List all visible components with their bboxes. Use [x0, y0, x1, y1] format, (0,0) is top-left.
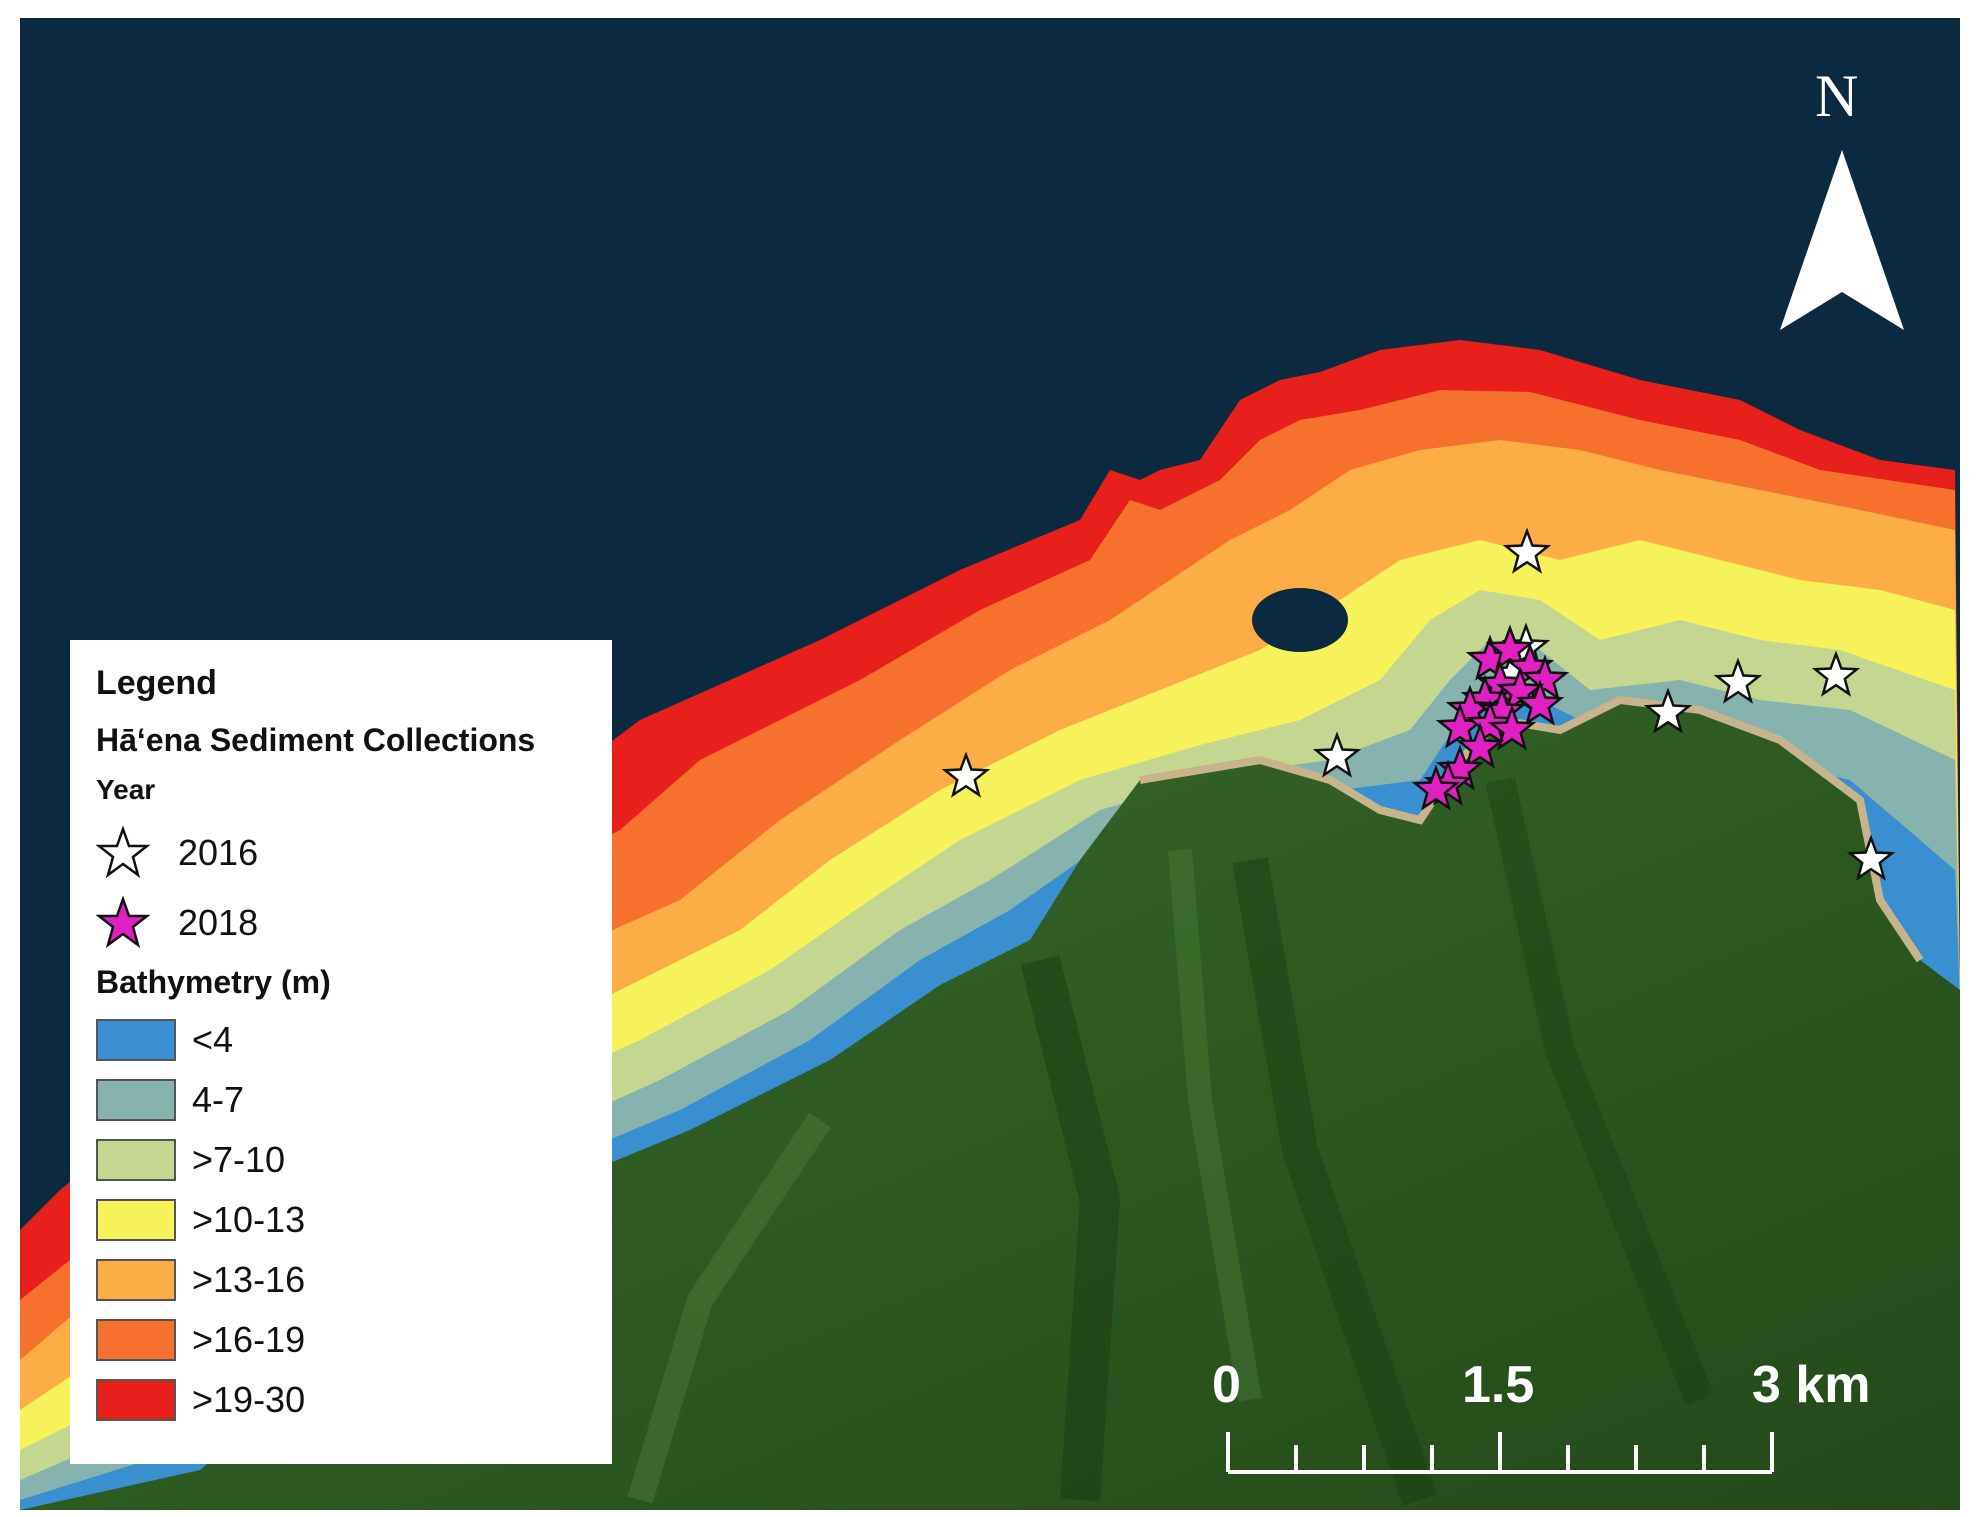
legend-class-row: 4-7 — [96, 1070, 612, 1130]
sample-star-2016 — [1502, 527, 1552, 574]
star-2018-icon — [96, 896, 150, 949]
ridge-1 — [1020, 955, 1121, 1502]
legend-year-label: Year — [96, 774, 156, 805]
ridge-3 — [1485, 776, 1714, 1406]
legend-class-row: >13-16 — [96, 1250, 612, 1310]
scale-label-end: 3 km — [1752, 1356, 1871, 1414]
star-2016-icon — [96, 826, 150, 879]
legend-year-2018-label: 2018 — [178, 902, 259, 943]
sample-star-2016 — [1312, 731, 1362, 778]
legend-subtitle: Hā‘ena Sediment Collections — [96, 722, 536, 758]
scale-label-mid: 1.5 — [1462, 1356, 1535, 1414]
ridge-5 — [1168, 849, 1262, 1402]
north-label: N — [1815, 63, 1859, 129]
sample-star-2016 — [1846, 834, 1896, 881]
sample-star-2018 — [1520, 654, 1570, 701]
legend-class-swatch — [96, 1199, 176, 1241]
legend-year-2018: 2018 — [96, 888, 612, 958]
legend-class-row: >10-13 — [96, 1190, 612, 1250]
legend-class-swatch — [96, 1019, 176, 1061]
ridge-4 — [627, 1112, 831, 1504]
stars-2018 — [1411, 624, 1570, 811]
legend-class-swatch — [96, 1259, 176, 1301]
sample-star-2018 — [1487, 704, 1537, 751]
legend-class-label: 4-7 — [192, 1079, 245, 1120]
sample-star-2016 — [1713, 657, 1763, 704]
ridge-2 — [1232, 856, 1438, 1506]
scale-bar — [1226, 1432, 1774, 1474]
legend-class-row: >7-10 — [96, 1130, 612, 1190]
legend-bathymetry-label: Bathymetry (m) — [96, 964, 331, 1000]
legend-class-label: >19-30 — [192, 1379, 306, 1420]
legend-class-row: >19-30 — [96, 1370, 612, 1430]
legend-class-swatch — [96, 1319, 176, 1361]
legend-class-label: >7-10 — [192, 1139, 286, 1180]
legend-class-swatch — [96, 1139, 176, 1181]
legend-year-2016: 2016 — [96, 818, 612, 888]
legend-class-label: >10-13 — [192, 1199, 306, 1240]
legend-year-2016-label: 2016 — [178, 832, 259, 873]
sample-star-2016 — [1811, 650, 1861, 697]
sample-star-2018 — [1411, 764, 1461, 811]
legend-class-label: >13-16 — [192, 1259, 306, 1300]
legend-class-swatch — [96, 1379, 176, 1421]
scale-label-0: 0 — [1212, 1356, 1241, 1414]
sample-star-2018 — [1455, 722, 1505, 769]
legend-class-label: >16-19 — [192, 1319, 306, 1360]
sample-star-2018 — [1485, 624, 1535, 671]
legend-class-row: >16-19 — [96, 1310, 612, 1370]
legend-class-row: <4 — [96, 1010, 612, 1070]
legend: Legend Hā‘ena Sediment Collections Year … — [70, 640, 612, 1464]
legend-class-label: <4 — [192, 1019, 234, 1060]
sample-star-2016 — [941, 751, 991, 798]
legend-title: Legend — [96, 664, 217, 702]
reef-hole — [1252, 588, 1348, 652]
sample-star-2018 — [1495, 666, 1545, 713]
legend-class-swatch — [96, 1079, 176, 1121]
sample-star-2018 — [1515, 679, 1565, 726]
sample-star-2016 — [1643, 687, 1693, 734]
north-arrow-icon — [1780, 150, 1904, 330]
